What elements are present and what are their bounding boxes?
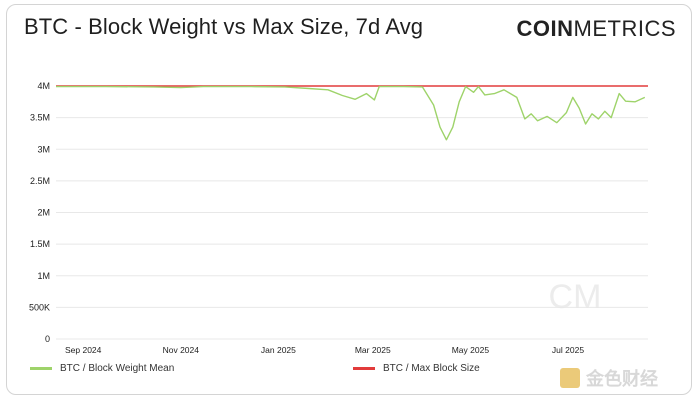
logo-light-text: METRICS — [573, 16, 676, 41]
x-tick-label: Sep 2024 — [65, 345, 102, 355]
watermark: 金色财经 — [560, 365, 658, 391]
x-tick-label: Jul 2025 — [552, 345, 584, 355]
y-tick-label: 1M — [37, 271, 50, 281]
legend-weight[interactable]: BTC / Block Weight Mean — [30, 363, 174, 374]
x-tick-label: Nov 2024 — [163, 345, 200, 355]
x-tick-label: Mar 2025 — [355, 345, 391, 355]
watermark-text: 金色财经 — [586, 369, 658, 389]
brand-logo: COINMETRICS — [517, 16, 677, 42]
watermark-logo-icon — [560, 368, 580, 388]
y-tick-label: 1.5M — [30, 239, 50, 249]
legend-swatch-weight — [30, 367, 52, 370]
legend-label-weight: BTC / Block Weight Mean — [60, 363, 175, 374]
legend-label-max: BTC / Max Block Size — [383, 363, 480, 374]
legend-swatch-max — [353, 367, 375, 370]
y-tick-label: 2M — [37, 208, 50, 218]
series-line-btc-block-weight-mean — [56, 85, 646, 141]
y-tick-label: 3.5M — [30, 113, 50, 123]
chart-card — [6, 4, 692, 395]
y-tick-label: 4M — [37, 81, 50, 91]
y-tick-label: 2.5M — [30, 176, 50, 186]
y-tick-label: 500K — [29, 302, 50, 312]
x-tick-label: May 2025 — [452, 345, 490, 355]
legend-max[interactable]: BTC / Max Block Size — [353, 363, 480, 374]
watermark-mark: CM — [549, 278, 602, 316]
logo-bold-text: COIN — [516, 16, 574, 41]
y-tick-label: 0 — [45, 334, 50, 344]
chart-title: BTC - Block Weight vs Max Size, 7d Avg — [24, 14, 424, 39]
y-tick-label: 3M — [37, 144, 50, 154]
x-tick-label: Jan 2025 — [261, 345, 296, 355]
